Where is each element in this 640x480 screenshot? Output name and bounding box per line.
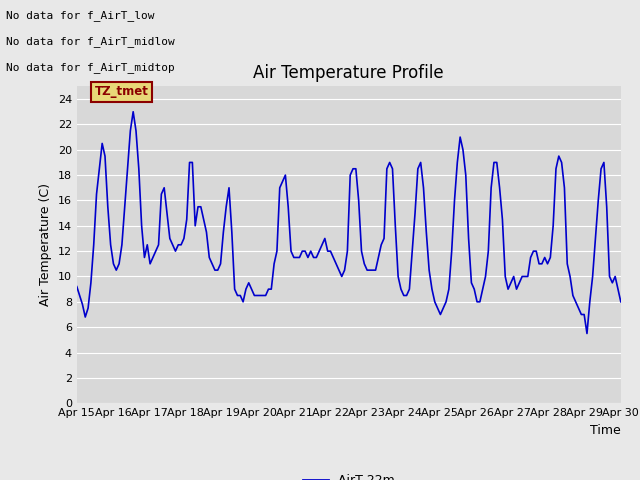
Text: No data for f_AirT_low: No data for f_AirT_low <box>6 10 155 21</box>
Text: TZ_tmet: TZ_tmet <box>95 85 149 98</box>
Legend: AirT 22m: AirT 22m <box>298 469 399 480</box>
Text: No data for f_AirT_midtop: No data for f_AirT_midtop <box>6 62 175 73</box>
Y-axis label: Air Temperature (C): Air Temperature (C) <box>39 183 52 306</box>
Text: No data for f_AirT_midlow: No data for f_AirT_midlow <box>6 36 175 47</box>
X-axis label: Time: Time <box>590 424 621 437</box>
Title: Air Temperature Profile: Air Temperature Profile <box>253 64 444 82</box>
